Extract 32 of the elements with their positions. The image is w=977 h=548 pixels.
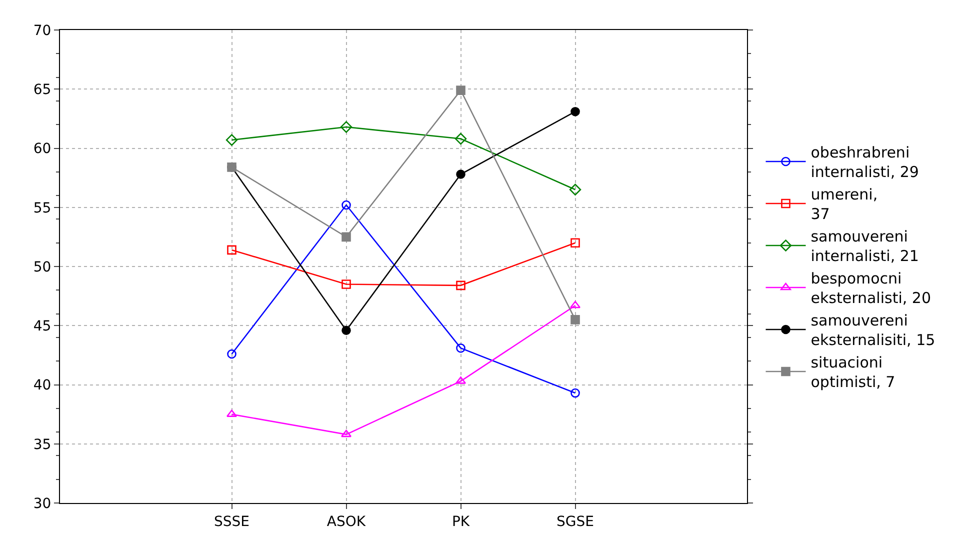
point: [570, 388, 580, 398]
point: [569, 184, 582, 196]
y-tick-label: 45: [33, 318, 52, 335]
y-tick-label: 40: [33, 378, 52, 394]
point: [342, 232, 351, 242]
point: [570, 106, 580, 116]
point: [227, 349, 236, 359]
x-tick-label: ASOK: [326, 514, 366, 530]
point: [456, 280, 466, 290]
y-tick-label: 35: [33, 436, 52, 453]
y-tick-label: 70: [33, 22, 52, 39]
point: [454, 132, 467, 145]
x-tick-label: PK: [452, 514, 470, 530]
legend-label: situacioni optimisti, 7: [810, 354, 896, 392]
point: [227, 245, 236, 255]
point: [342, 200, 351, 210]
x-tick-label: SSSE: [214, 514, 250, 530]
y-tick-label: 65: [33, 82, 52, 98]
point: [570, 238, 580, 248]
point: [456, 86, 466, 95]
point: [570, 315, 580, 324]
point: [456, 170, 466, 179]
y-tick-label: 55: [33, 200, 52, 216]
point: [456, 343, 466, 353]
point: [226, 134, 238, 146]
point: [342, 280, 351, 289]
point: [342, 326, 351, 336]
y-tick-label: 30: [33, 496, 52, 512]
point: [340, 121, 352, 133]
y-tick-label: 60: [33, 141, 52, 158]
y-tick-label: 50: [33, 259, 52, 276]
x-tick-label: SGSE: [556, 514, 594, 530]
